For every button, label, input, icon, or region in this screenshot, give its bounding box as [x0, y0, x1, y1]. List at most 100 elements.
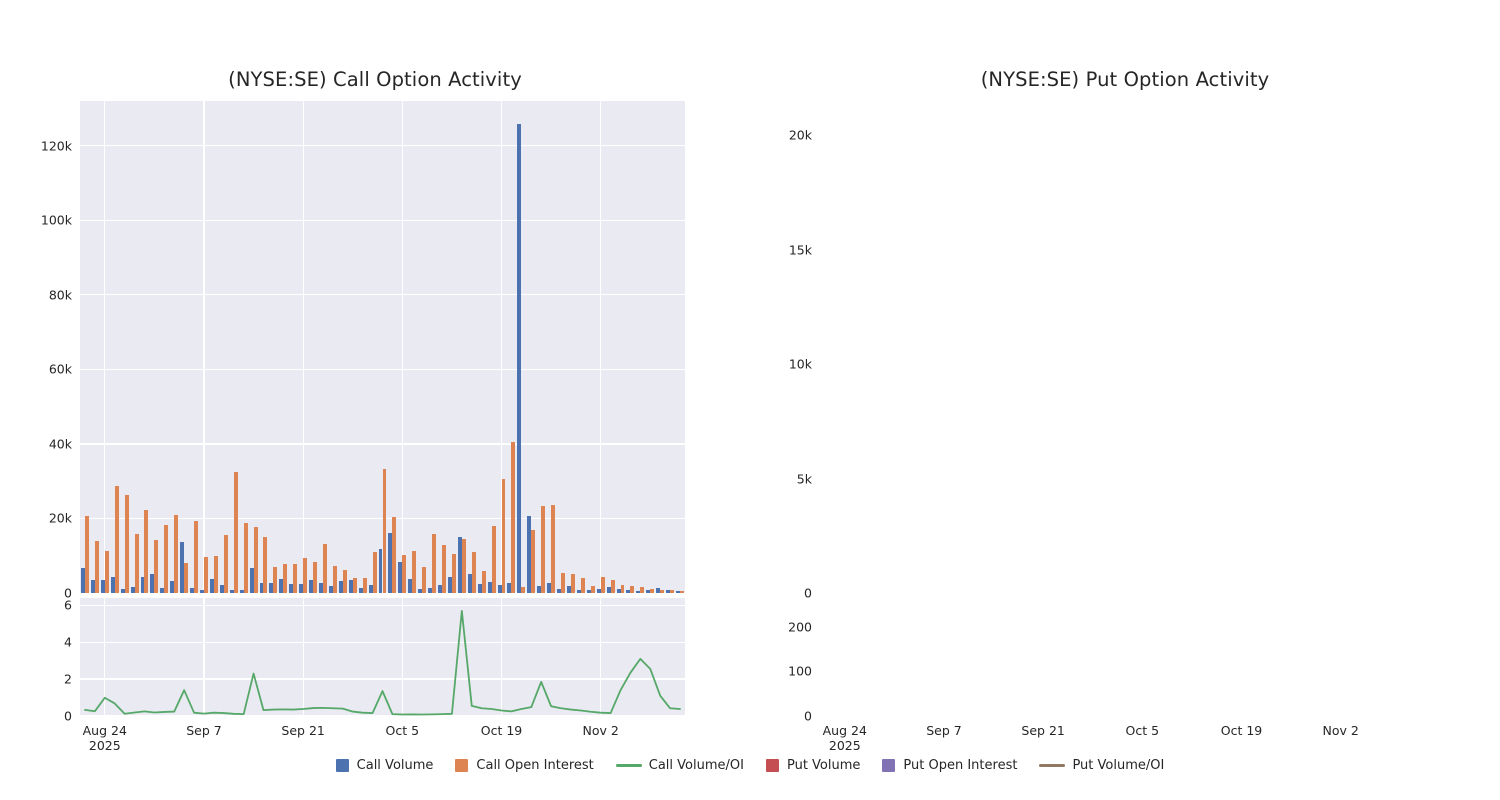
legend-label: Put Open Interest: [903, 758, 1018, 773]
bar-call-volume: [467, 574, 472, 593]
bar-call-open-interest: [322, 543, 327, 593]
bar-call-open-interest: [451, 553, 456, 593]
bar-call-volume: [219, 585, 224, 593]
legend-item-put-open-interest[interactable]: Put Open Interest: [882, 758, 1017, 773]
bar-call-open-interest: [174, 514, 179, 593]
gridline-vertical: [104, 598, 106, 716]
bar-call-open-interest: [660, 589, 665, 593]
gridline-vertical: [401, 598, 403, 716]
bar-call-open-interest: [124, 495, 129, 593]
bar-call-open-interest: [600, 577, 605, 593]
gridline-horizontal: [80, 715, 685, 716]
bar-call-open-interest: [630, 586, 635, 593]
bar-call-volume: [438, 584, 442, 593]
x-axis-tick-label: Nov 2: [1322, 723, 1359, 738]
legend-item-call-open-interest[interactable]: Call Open Interest: [455, 758, 594, 773]
x-axis-tick-label: Oct 5: [1125, 723, 1160, 738]
x-axis-tick-label: Aug 24 2025: [822, 723, 867, 753]
bar-call-volume: [626, 589, 631, 593]
bar-call-volume: [378, 549, 383, 593]
bar-call-volume: [140, 576, 145, 593]
bar-call-open-interest: [233, 472, 238, 593]
x-axis-tick-label: Sep 21: [281, 723, 325, 738]
bar-call-volume: [160, 588, 165, 593]
x-axis-tick-label: Aug 24 2025: [82, 723, 127, 753]
bar-call-volume: [358, 587, 363, 593]
legend-label: Put Volume/OI: [1072, 758, 1165, 773]
bar-call-volume: [180, 542, 185, 593]
bar-call-volume: [90, 579, 95, 593]
bar-call-volume: [547, 583, 552, 593]
legend-label: Call Open Interest: [476, 758, 594, 773]
gridline-horizontal: [80, 219, 685, 221]
bar-call-open-interest: [203, 556, 208, 593]
y-axis-tick-label: 100k: [40, 212, 72, 228]
bar-call-open-interest: [640, 587, 645, 593]
bar-call-open-interest: [382, 469, 387, 593]
bar-call-open-interest: [283, 563, 288, 593]
legend-item-call-volume-oi[interactable]: Call Volume/OI: [615, 758, 744, 773]
legend-label: Call Volume/OI: [648, 758, 744, 773]
bar-call-open-interest: [590, 585, 595, 593]
y-axis-tick-label: 40k: [48, 436, 72, 452]
y-axis-tick-label: 0: [64, 585, 72, 601]
gridline-vertical: [500, 101, 503, 593]
bar-call-open-interest: [521, 587, 526, 593]
legend-item-call-volume[interactable]: Call Volume: [335, 758, 433, 773]
bar-call-open-interest: [481, 570, 486, 593]
bar-call-open-interest: [362, 577, 367, 593]
bar-call-open-interest: [134, 534, 139, 593]
bar-call-open-interest: [432, 534, 437, 593]
y-axis-tick-label: 0: [804, 708, 812, 724]
bar-call-volume: [596, 588, 601, 593]
bar-call-open-interest: [442, 544, 446, 593]
bar-call-volume: [656, 588, 661, 593]
bar-call-volume: [338, 581, 343, 593]
bar-call-open-interest: [144, 509, 149, 593]
bar-call-open-interest: [570, 573, 575, 593]
legend-item-put-volume[interactable]: Put Volume: [765, 758, 861, 773]
legend-line-icon: [1039, 764, 1066, 767]
bar-call-open-interest: [501, 478, 506, 593]
bar-call-volume: [507, 583, 512, 593]
bar-call-volume: [348, 580, 353, 593]
gridline-vertical: [600, 101, 602, 593]
bar-call-open-interest: [531, 530, 536, 593]
legend-line-icon: [615, 764, 642, 767]
bar-call-volume: [299, 584, 304, 593]
legend-item-put-volume-oi[interactable]: Put Volume/OI: [1039, 758, 1164, 773]
gridline-horizontal: [80, 604, 685, 607]
bar-call-open-interest: [372, 551, 377, 593]
bar-call-volume: [497, 584, 502, 593]
x-axis-tick-label: Sep 21: [1021, 723, 1065, 738]
call-ratio-axes: [80, 598, 685, 716]
x-axis-year-label: 2025: [828, 738, 861, 753]
y-axis-tick-label: 20k: [48, 510, 72, 526]
bar-call-open-interest: [511, 442, 516, 593]
bar-call-volume: [447, 577, 452, 593]
x-axis-tick-label: Sep 7: [186, 723, 222, 738]
y-axis-tick-label: 200: [788, 619, 812, 635]
bar-call-volume: [576, 589, 581, 593]
bar-call-volume: [80, 567, 85, 593]
bar-call-open-interest: [561, 572, 565, 593]
bar-call-open-interest: [184, 562, 189, 593]
bar-call-volume: [676, 591, 681, 593]
gridline-vertical: [401, 101, 403, 593]
line-call-volume-oi: [84, 610, 681, 716]
legend-label: Put Volume: [786, 758, 861, 773]
bar-call-open-interest: [114, 485, 119, 593]
bar-call-volume: [229, 589, 234, 593]
bar-call-open-interest: [263, 537, 268, 593]
gridline-vertical: [500, 598, 503, 716]
bar-call-open-interest: [104, 550, 109, 593]
bar-call-volume: [130, 586, 135, 593]
bar-call-open-interest: [194, 521, 198, 593]
bar-call-volume: [408, 579, 413, 593]
x-axis-tick-label: Nov 2: [582, 723, 619, 738]
y-axis-tick-label: 80k: [48, 287, 72, 303]
bar-call-volume: [428, 587, 433, 593]
x-axis-tick-label: Oct 19: [1220, 723, 1263, 738]
gridline-horizontal: [80, 145, 685, 147]
bar-call-open-interest: [402, 555, 407, 593]
